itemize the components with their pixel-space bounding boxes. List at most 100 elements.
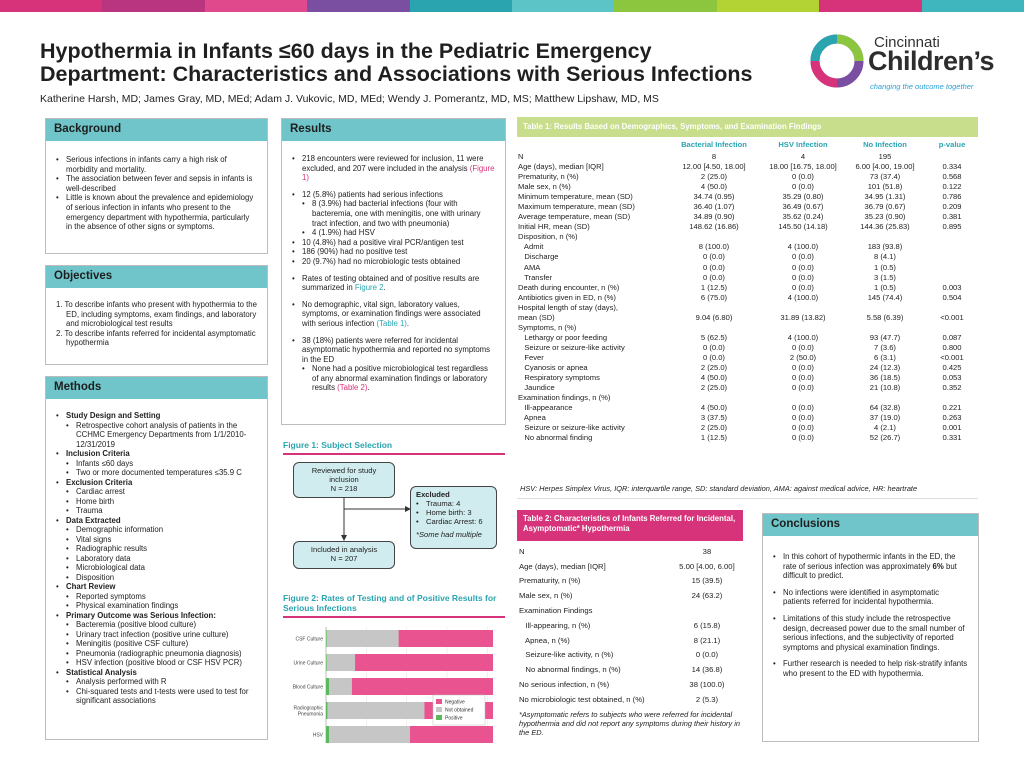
- methods-item: Microbiological data: [56, 563, 257, 573]
- table-cell: [666, 393, 762, 403]
- figure-1-link[interactable]: (Figure 1): [302, 163, 495, 183]
- figure-2-link[interactable]: Figure 2: [354, 283, 384, 293]
- table-cell: 14 (36.8): [691, 665, 723, 675]
- table-cell: 3 (37.5): [700, 413, 728, 423]
- table-cell: [844, 393, 926, 403]
- table-cell: Transfer: [518, 272, 553, 282]
- table-cell: 73 (37.4): [869, 172, 901, 182]
- table-cell: AMA: [518, 262, 541, 272]
- table-cell: [673, 603, 741, 618]
- table-cell: Respiratory symptoms: [518, 373, 600, 383]
- table-row: Average temperature, mean (SD) 34.89 (0.9…: [518, 212, 978, 222]
- table-cell: 144.36 (25.83): [860, 222, 910, 232]
- legend-swatch: [436, 715, 442, 720]
- category-label: Radiographic Pneumonia: [294, 706, 324, 718]
- table-cell: 35.62 (0.24): [782, 212, 824, 222]
- table-cell: [666, 303, 762, 313]
- table-cell: Examination findings, n (%): [518, 393, 611, 403]
- table-1-link[interactable]: (Table 1): [376, 318, 407, 328]
- table-cell: 0.331: [942, 433, 962, 443]
- bar-segment-not-obtained: [326, 654, 356, 671]
- table-cell: 0 (0.0): [792, 383, 814, 393]
- table-cell: 1 (0.5): [874, 262, 896, 272]
- table-cell: 34.74 (0.95): [693, 192, 735, 202]
- table-cell: Prematurity, n (%): [518, 172, 579, 182]
- legend-label: Positive: [445, 716, 463, 722]
- table-cell: 145.50 (14.18): [778, 222, 828, 232]
- flow-box-reviewed: Reviewed for study inclusion N = 218: [293, 462, 395, 498]
- table-cell: 38: [702, 546, 712, 556]
- table-cell: [762, 323, 844, 333]
- title-line-1: Hypothermia in Infants ≤60 days in the P…: [40, 39, 652, 63]
- table-cell: 8: [711, 152, 717, 162]
- conclusions-panel: Conclusions In this cohort of hypothermi…: [762, 513, 979, 742]
- table-cell: 5.58 (6.39): [866, 312, 904, 322]
- table-cell: 0 (0.0): [703, 272, 725, 282]
- table-cell: Lethargy or poor feeding: [518, 332, 608, 342]
- methods-heading: Methods: [46, 377, 267, 399]
- table-cell: 8 (100.0): [698, 242, 730, 252]
- bar-segment-negative: [355, 654, 493, 671]
- bar-segment-positive: [326, 726, 330, 743]
- table-cell: [666, 323, 762, 333]
- top-bar-segment: [307, 0, 410, 12]
- table-cell: 148.62 (16.86): [689, 222, 739, 232]
- table-row: Lethargy or poor feeding 5 (62.5) 4 (100.0…: [518, 333, 978, 343]
- table-cell: 101 (51.8): [867, 182, 903, 192]
- methods-item: Demographic information: [56, 525, 257, 535]
- table-row: Male sex, n (%) 24 (63.2): [519, 588, 741, 603]
- table-cell: <0.001: [940, 352, 964, 362]
- top-bar-segment: [102, 0, 205, 12]
- table-cell: Prematurity, n (%): [519, 576, 581, 586]
- table-cell: 5 (62.5): [700, 332, 728, 342]
- objectives-heading: Objectives: [46, 266, 267, 288]
- table-cell: Seizure or seizure-like activity: [518, 423, 625, 433]
- table-cell: 21 (10.8): [869, 383, 901, 393]
- table-cell: Symptoms, n (%): [518, 322, 577, 332]
- results-sub-bullet: 8 (3.9%) had bacterial infections (four …: [292, 199, 495, 228]
- table-cell: 93 (47.7): [869, 332, 901, 342]
- table-cell: 35.29 (0.80): [782, 192, 824, 202]
- flow-box-included-count: N = 207: [330, 554, 358, 563]
- table-cell: Apnea: [518, 413, 546, 423]
- results-bullet: 186 (90%) had no positive test: [292, 247, 495, 257]
- table-cell: 2 (50.0): [789, 352, 817, 362]
- top-bar-segment: [819, 0, 922, 12]
- table-2-link[interactable]: (Table 2): [337, 383, 368, 393]
- figure-2-title: Figure 2: Rates of Testing and of Positi…: [283, 593, 497, 613]
- table-cell: 0.800: [942, 342, 962, 352]
- category-label: Urine Culture: [294, 661, 324, 667]
- table-cell: Disposition, n (%): [518, 232, 578, 242]
- bar-segment-positive: [326, 702, 328, 719]
- table-cell: Average temperature, mean (SD): [518, 212, 631, 222]
- table-cell: 183 (93.8): [867, 242, 903, 252]
- table-cell: Apnea, n (%): [519, 635, 570, 645]
- table-cell: 12.00 [4.50, 18.00]: [682, 162, 746, 172]
- methods-section-title: Primary Outcome was Serious Infection:: [56, 611, 257, 621]
- table-row: Age (days), median [IQR] 12.00 [4.50, 18.…: [518, 162, 978, 172]
- table-cell: 3 (1.5): [874, 272, 896, 282]
- table-cell: 5.00 [4.00, 6.00]: [679, 561, 735, 571]
- table-row: Minimum temperature, mean (SD) 34.74 (0.9…: [518, 192, 978, 202]
- table-2-footnote: *Asymptomatic refers to subjects who wer…: [519, 710, 741, 737]
- table-cell: Ill-appearing, n (%): [519, 620, 591, 630]
- table-1-footnote: HSV: Herpes Simplex Virus, IQR: interqua…: [520, 484, 918, 493]
- bar-segment-not-obtained: [326, 630, 399, 647]
- bar-segment-not-obtained: [329, 678, 352, 695]
- table-row: Seizure or seizure-like activity 2 (25.0)…: [518, 423, 978, 433]
- bar-segment-negative: [398, 630, 493, 647]
- table-row: Ill-appearing, n (%) 6 (15.8): [519, 618, 741, 633]
- table-cell: 18.00 [16.75, 18.00]: [769, 162, 837, 172]
- table-cell: 4: [800, 152, 806, 162]
- table-cell: 6 (15.8): [693, 620, 721, 630]
- table-cell: 0.786: [942, 192, 962, 202]
- results-panel: Results 218 encounters were reviewed for…: [281, 118, 506, 425]
- methods-item: Bacteremia (positive blood culture): [56, 620, 257, 630]
- table-row: Transfer 0 (0.0) 0 (0.0) 3 (1.5): [518, 273, 978, 283]
- table-cell: No abnormal finding: [518, 433, 593, 443]
- table-row: Ill-appearance 4 (50.0) 0 (0.0) 64 (32.8) 0.…: [518, 403, 978, 413]
- bar-segment-positive: [326, 630, 327, 647]
- table-cell: 15 (39.5): [691, 576, 723, 586]
- table-cell: 2 (25.0): [700, 383, 728, 393]
